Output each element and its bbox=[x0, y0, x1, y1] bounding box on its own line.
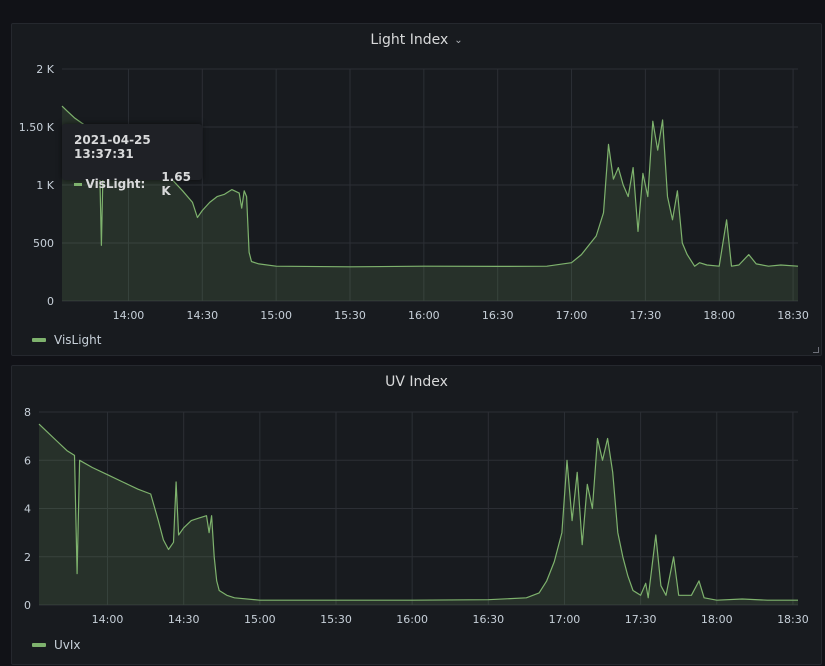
legend-swatch bbox=[32, 643, 46, 647]
x-tick-label: 17:30 bbox=[625, 613, 657, 626]
light-index-panel: Light Index ⌄ 0 500 1 K 1.50 K 2 K 14:00 14:30 1… bbox=[11, 23, 822, 356]
hover-tooltip: 2021-04-25 13:37:31 VisLight: 1.65 K bbox=[62, 124, 202, 198]
chevron-down-icon[interactable]: ⌄ bbox=[454, 35, 463, 46]
y-tick-label: 6 bbox=[24, 454, 31, 467]
x-tick-label: 15:00 bbox=[244, 613, 276, 626]
x-tick-label: 18:00 bbox=[701, 613, 733, 626]
y-tick-label: 1 K bbox=[36, 179, 54, 192]
x-tick-label: 17:00 bbox=[556, 309, 588, 322]
legend-label: VisLight bbox=[54, 333, 102, 347]
x-tick-label: 16:30 bbox=[482, 309, 514, 322]
x-tick-label: 14:30 bbox=[186, 309, 218, 322]
x-tick-label: 16:30 bbox=[472, 613, 504, 626]
x-tick-label: 16:00 bbox=[396, 613, 428, 626]
legend-item-uvix[interactable]: UvIx bbox=[32, 638, 81, 652]
uv-index-chart[interactable]: 0 2 4 6 8 14:00 14:30 15:00 15:30 16:00 16:30 17:00… bbox=[12, 366, 823, 666]
tooltip-timestamp: 2021-04-25 13:37:31 bbox=[74, 133, 151, 161]
x-tick-label: 18:30 bbox=[777, 309, 809, 322]
y-tick-label: 4 bbox=[24, 503, 31, 516]
light-index-title[interactable]: Light Index bbox=[370, 32, 449, 48]
x-tick-label: 14:00 bbox=[113, 309, 145, 322]
x-tick-label: 18:00 bbox=[703, 309, 735, 322]
y-tick-label: 0 bbox=[47, 295, 54, 308]
light-index-chart[interactable]: 0 500 1 K 1.50 K 2 K 14:00 14:30 15:00 15:30 16:0… bbox=[12, 24, 823, 357]
legend-item-vislight[interactable]: VisLight bbox=[32, 333, 101, 347]
series-area-uvix bbox=[39, 424, 798, 605]
uv-index-title[interactable]: UV Index bbox=[385, 374, 448, 390]
series-area-vislight bbox=[62, 106, 798, 301]
y-tick-label: 1.50 K bbox=[19, 121, 55, 134]
y-tick-label: 500 bbox=[33, 237, 54, 250]
x-tick-label: 18:30 bbox=[777, 613, 809, 626]
tooltip-swatch bbox=[74, 182, 82, 186]
x-tick-label: 17:00 bbox=[549, 613, 581, 626]
x-tick-label: 17:30 bbox=[630, 309, 662, 322]
resize-handle[interactable] bbox=[813, 347, 819, 353]
y-tick-label: 8 bbox=[24, 406, 31, 419]
y-tick-label: 2 bbox=[24, 551, 31, 564]
legend-swatch bbox=[32, 338, 46, 342]
tooltip-series-name: VisLight: bbox=[85, 177, 146, 191]
x-tick-label: 15:30 bbox=[334, 309, 366, 322]
uv-index-panel-header[interactable]: UV Index bbox=[12, 374, 821, 390]
series-line-uvix bbox=[38, 423, 798, 601]
y-tick-label: 0 bbox=[24, 599, 31, 612]
uv-index-panel: UV Index 0 2 4 6 8 14:00 14:30 15:00 15:30 16:00 1… bbox=[11, 365, 822, 665]
light-index-panel-header[interactable]: Light Index ⌄ bbox=[12, 32, 821, 48]
x-tick-label: 14:30 bbox=[168, 613, 200, 626]
x-tick-label: 15:00 bbox=[260, 309, 292, 322]
x-tick-label: 14:00 bbox=[92, 613, 124, 626]
tooltip-value: 1.65 K bbox=[161, 170, 191, 198]
legend-label: UvIx bbox=[54, 638, 81, 652]
x-tick-label: 16:00 bbox=[408, 309, 440, 322]
y-tick-label: 2 K bbox=[36, 63, 54, 76]
x-tick-label: 15:30 bbox=[320, 613, 352, 626]
